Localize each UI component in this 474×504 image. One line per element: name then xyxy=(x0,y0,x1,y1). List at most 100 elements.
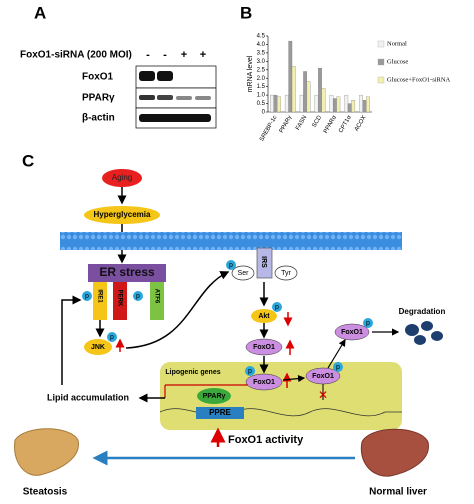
bar xyxy=(359,94,363,113)
treatment-label: FoxO1-siRNA (200 MOI) xyxy=(20,50,132,61)
node xyxy=(197,388,231,404)
node-label: FoxO1 activity xyxy=(228,434,304,446)
p-circle xyxy=(82,291,92,301)
sign: + xyxy=(200,49,206,61)
y-tick-label: 4.0 xyxy=(257,42,266,48)
p-label: p xyxy=(336,364,340,371)
x-tick-label: PPARα xyxy=(323,114,338,134)
p-label: p xyxy=(275,304,279,311)
x-tick-label: PPARγ xyxy=(279,115,294,134)
p-label: p xyxy=(110,334,114,341)
y-tick-label: 3.5 xyxy=(257,50,266,56)
row-label: FoxO1 xyxy=(82,72,114,83)
bar xyxy=(366,96,370,113)
node-label: ER stress xyxy=(99,265,155,279)
y-axis-label: mRNA level xyxy=(247,55,254,92)
x-tick-label: SREBP-1c xyxy=(259,115,279,143)
panel-label: A xyxy=(34,3,46,22)
y-tick-label: 1.5 xyxy=(257,84,266,90)
p-circle xyxy=(272,302,282,312)
bar xyxy=(270,94,274,113)
y-tick-label: 3.0 xyxy=(257,59,266,65)
sign: + xyxy=(181,49,187,61)
node-label: FoxO1 xyxy=(312,373,334,380)
node-label: Lipogenic genes xyxy=(165,369,220,376)
band xyxy=(176,96,192,100)
band xyxy=(139,71,155,81)
bar xyxy=(321,88,326,113)
x-tick-label: SCD xyxy=(312,114,324,129)
p-circle xyxy=(133,291,143,301)
node-label: Akt xyxy=(258,313,270,320)
node xyxy=(245,373,283,391)
band xyxy=(139,114,211,122)
node-label: ATF6 xyxy=(153,289,159,304)
bar xyxy=(351,100,356,113)
p-label: p xyxy=(248,368,252,375)
degraded xyxy=(405,321,443,345)
band xyxy=(157,71,173,81)
node xyxy=(334,323,370,341)
node-label: Ser xyxy=(238,270,250,277)
node-label: PERK xyxy=(116,290,122,307)
p-circle xyxy=(333,362,343,372)
legend-swatch xyxy=(377,58,385,66)
band xyxy=(157,95,173,100)
bar xyxy=(284,94,289,113)
node xyxy=(251,309,277,323)
x-tick-label: FASN xyxy=(295,115,308,132)
legend-label: Glucose xyxy=(387,58,408,65)
bar xyxy=(347,103,352,113)
band xyxy=(139,95,155,100)
p-circle xyxy=(363,318,373,328)
p-circle xyxy=(245,366,255,376)
bar xyxy=(336,96,341,113)
block-mark: ✕ xyxy=(318,388,328,402)
arrow xyxy=(125,271,230,349)
node xyxy=(84,206,160,224)
bar xyxy=(291,66,296,113)
node-label: IRS xyxy=(260,256,267,268)
y-tick-label: 0.5 xyxy=(257,101,266,107)
node-label: Aging xyxy=(112,173,132,182)
sign: - xyxy=(163,49,167,61)
panel-label: B xyxy=(240,3,252,22)
band xyxy=(195,96,211,100)
node-label: Hyperglycemia xyxy=(94,210,151,219)
y-tick-label: 2.5 xyxy=(257,67,266,73)
y-tick-label: 1.0 xyxy=(257,93,266,99)
arrow xyxy=(61,295,82,385)
p-label: p xyxy=(229,262,233,269)
y-tick-label: 0 xyxy=(262,110,266,116)
panel-c: C Aging Hyperglycemia ER stress IRE1 PER… xyxy=(14,151,446,498)
bar xyxy=(362,100,367,113)
node xyxy=(102,169,142,187)
ire1 xyxy=(93,282,107,320)
chart: 0 0.5 1.0 1.5 2.0 2.5 3.0 3.5 4.0 4.5 mRNA level SR… xyxy=(247,34,451,143)
p-circle xyxy=(107,332,117,342)
y-tick-label: 4.5 xyxy=(257,34,266,40)
node-label: PPARγ xyxy=(203,393,226,400)
sign: - xyxy=(146,49,150,61)
legend-swatch xyxy=(377,40,385,48)
p-label: p xyxy=(136,293,140,300)
node-label: Steatosis xyxy=(23,487,68,498)
bar xyxy=(288,40,293,113)
bar xyxy=(329,94,334,113)
panel-label: C xyxy=(22,151,34,170)
node-label: Tyr xyxy=(281,270,291,277)
steatotic-liver xyxy=(14,428,79,476)
normal-liver xyxy=(360,428,429,477)
bar xyxy=(299,94,304,113)
node-label: Degradation xyxy=(399,307,446,316)
node-label: Normal liver xyxy=(369,487,427,498)
bar xyxy=(277,96,281,113)
node-label: FoxO1 xyxy=(341,329,363,336)
node-label: FoxO1 xyxy=(253,344,275,351)
legend-label: Normal xyxy=(387,40,407,47)
bar xyxy=(314,94,319,113)
row-label: β-actin xyxy=(82,113,115,124)
legend-swatch xyxy=(377,76,385,84)
arrow xyxy=(327,338,346,369)
